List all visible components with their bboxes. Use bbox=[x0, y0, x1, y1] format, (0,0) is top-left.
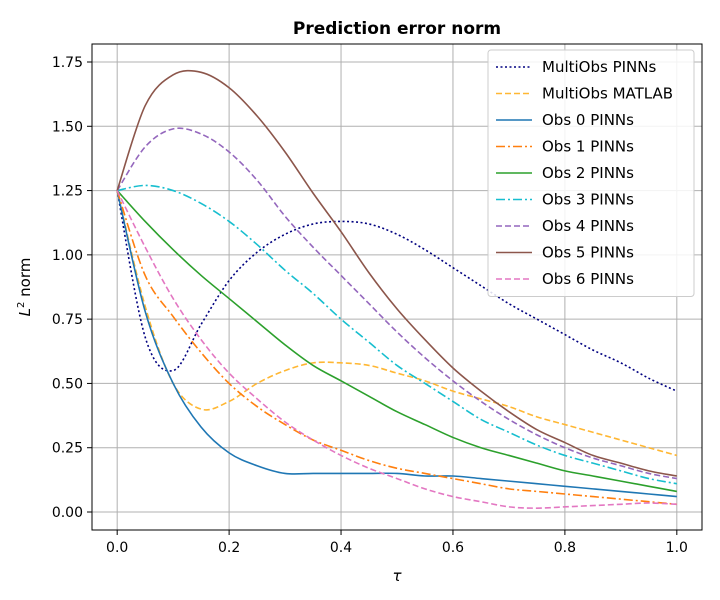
legend-label: Obs 1 PINNs bbox=[542, 138, 634, 156]
series-line-5 bbox=[117, 184, 677, 485]
series-line-7 bbox=[116, 69, 677, 477]
legend-label: MultiObs PINNs bbox=[542, 58, 656, 76]
x-axis-label: τ bbox=[392, 567, 402, 585]
y-tick-label: 1.75 bbox=[52, 55, 83, 71]
series-line-0 bbox=[116, 190, 678, 392]
x-tick-label: 0.6 bbox=[442, 540, 464, 556]
legend-label: Obs 5 PINNs bbox=[542, 244, 634, 262]
legend: MultiObs PINNs MultiObs MATLAB Obs 0 PINNs… bbox=[487, 49, 695, 297]
x-tick-label: 0.4 bbox=[330, 540, 352, 556]
y-tick-label: 0.25 bbox=[52, 441, 83, 457]
y-tick-label: 0.00 bbox=[52, 505, 83, 521]
series-line-1 bbox=[116, 190, 678, 457]
series-line-3 bbox=[116, 190, 677, 506]
y-axis-label-rest: norm bbox=[16, 258, 34, 302]
y-tick-label: 1.50 bbox=[52, 119, 83, 135]
legend-label: Obs 3 PINNs bbox=[542, 191, 634, 209]
legend-box bbox=[487, 49, 695, 297]
legend-label: Obs 2 PINNs bbox=[542, 164, 634, 182]
series-lines bbox=[116, 69, 678, 509]
series-line-2 bbox=[116, 190, 677, 498]
series-line-8 bbox=[116, 190, 677, 509]
x-tick-label: 1.0 bbox=[666, 540, 688, 556]
axis-ticks: 0.0 0.2 0.4 0.6 0.8 1.0 0.00 0.25 0.50 0.75 1.00 1.… bbox=[52, 55, 688, 556]
y-tick-label: 1.00 bbox=[52, 248, 83, 264]
y-axis-label: L2 norm bbox=[16, 258, 34, 317]
legend-label: MultiObs MATLAB bbox=[542, 85, 673, 103]
series-line-4 bbox=[116, 190, 677, 493]
chart-title: Prediction error norm bbox=[293, 19, 501, 39]
x-tick-label: 0.0 bbox=[106, 540, 128, 556]
legend-label: Obs 0 PINNs bbox=[542, 111, 634, 129]
x-tick-label: 0.2 bbox=[218, 540, 240, 556]
y-axis-label-main: L bbox=[16, 308, 34, 316]
y-tick-label: 1.25 bbox=[52, 184, 83, 200]
x-tick-label: 0.8 bbox=[554, 540, 576, 556]
plot-frame bbox=[91, 43, 703, 531]
legend-label: Obs 6 PINNs bbox=[542, 270, 634, 288]
legend-label: Obs 4 PINNs bbox=[542, 217, 634, 235]
y-tick-label: 0.50 bbox=[52, 376, 83, 392]
y-axis-label-sup: 2 bbox=[16, 302, 27, 308]
y-tick-label: 0.75 bbox=[52, 312, 83, 328]
